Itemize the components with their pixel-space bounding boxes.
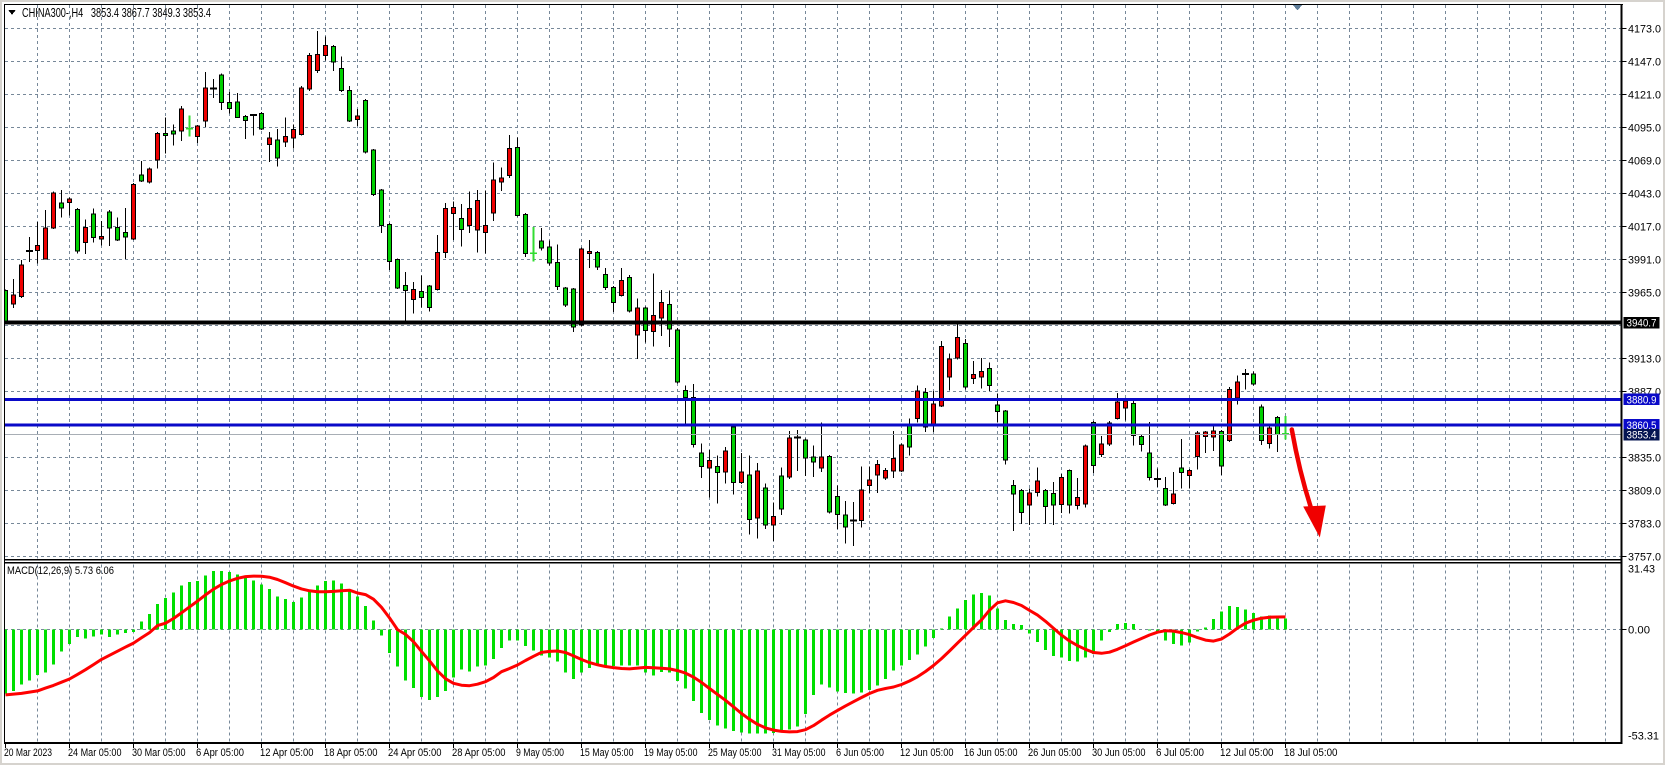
svg-text:16 Jun 05:00: 16 Jun 05:00 bbox=[964, 747, 1018, 759]
svg-text:3965.0: 3965.0 bbox=[1628, 288, 1661, 300]
svg-text:26 Jun 05:00: 26 Jun 05:00 bbox=[1028, 747, 1082, 759]
svg-text:20 Mar 2023: 20 Mar 2023 bbox=[4, 747, 52, 759]
svg-text:6 Jun 05:00: 6 Jun 05:00 bbox=[836, 747, 884, 759]
svg-text:4043.0: 4043.0 bbox=[1628, 189, 1661, 201]
svg-text:28 Apr 05:00: 28 Apr 05:00 bbox=[452, 747, 506, 759]
svg-text:6 Apr 05:00: 6 Apr 05:00 bbox=[196, 747, 244, 759]
svg-text:MACD(12,26,9) 5.73 6.06: MACD(12,26,9) 5.73 6.06 bbox=[7, 565, 114, 577]
svg-text:19 May 05:00: 19 May 05:00 bbox=[644, 747, 698, 759]
svg-text:9 May 05:00: 9 May 05:00 bbox=[516, 747, 564, 759]
svg-text:0.00: 0.00 bbox=[1628, 624, 1650, 636]
svg-text:3835.0: 3835.0 bbox=[1628, 453, 1661, 465]
svg-text:31.43: 31.43 bbox=[1628, 564, 1655, 576]
svg-text:4069.0: 4069.0 bbox=[1628, 156, 1661, 168]
svg-text:4147.0: 4147.0 bbox=[1628, 57, 1661, 69]
svg-text:12 Jul 05:00: 12 Jul 05:00 bbox=[1220, 747, 1274, 759]
svg-text:31 May 05:00: 31 May 05:00 bbox=[772, 747, 826, 759]
svg-text:4173.0: 4173.0 bbox=[1628, 24, 1661, 36]
svg-text:CHINA300-,H4 3853.4 3867.7 3: CHINA300-,H4 3853.4 3867.7 3849.3 3853.4 bbox=[22, 6, 211, 20]
svg-text:3853.4: 3853.4 bbox=[1627, 430, 1657, 442]
svg-text:24 Mar 05:00: 24 Mar 05:00 bbox=[68, 747, 122, 759]
svg-text:18 Jul 05:00: 18 Jul 05:00 bbox=[1284, 747, 1338, 759]
svg-text:-53.31: -53.31 bbox=[1628, 731, 1659, 743]
svg-text:3991.0: 3991.0 bbox=[1628, 255, 1661, 267]
svg-text:6 Jul 05:00: 6 Jul 05:00 bbox=[1156, 747, 1204, 759]
svg-text:15 May 05:00: 15 May 05:00 bbox=[580, 747, 634, 759]
svg-text:4121.0: 4121.0 bbox=[1628, 90, 1661, 102]
svg-text:3880.9: 3880.9 bbox=[1627, 394, 1657, 406]
svg-text:12 Jun 05:00: 12 Jun 05:00 bbox=[900, 747, 954, 759]
svg-text:30 Mar 05:00: 30 Mar 05:00 bbox=[132, 747, 186, 759]
svg-text:4095.0: 4095.0 bbox=[1628, 123, 1661, 135]
svg-text:24 Apr 05:00: 24 Apr 05:00 bbox=[388, 747, 442, 759]
svg-text:4017.0: 4017.0 bbox=[1628, 222, 1661, 234]
svg-text:30 Jun 05:00: 30 Jun 05:00 bbox=[1092, 747, 1146, 759]
svg-text:3783.0: 3783.0 bbox=[1628, 519, 1661, 531]
svg-text:3913.0: 3913.0 bbox=[1628, 354, 1661, 366]
svg-text:3809.0: 3809.0 bbox=[1628, 486, 1661, 498]
svg-text:3940.7: 3940.7 bbox=[1627, 318, 1657, 330]
svg-text:12 Apr 05:00: 12 Apr 05:00 bbox=[260, 747, 314, 759]
svg-text:25 May 05:00: 25 May 05:00 bbox=[708, 747, 762, 759]
svg-text:3757.0: 3757.0 bbox=[1628, 552, 1661, 564]
svg-text:18 Apr 05:00: 18 Apr 05:00 bbox=[324, 747, 378, 759]
